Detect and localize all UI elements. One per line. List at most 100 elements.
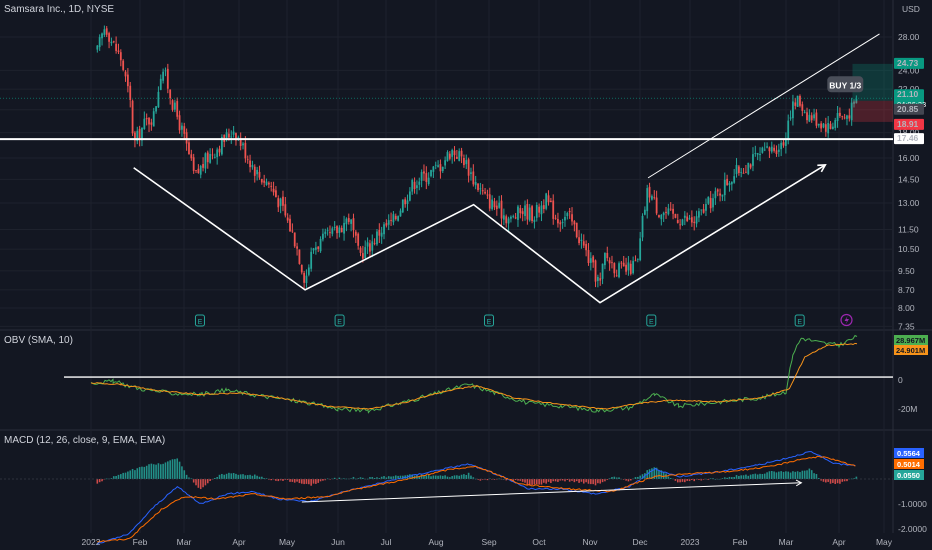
candle: [829, 123, 832, 129]
candle: [152, 111, 155, 127]
y-tick-label: 11.50: [898, 224, 919, 234]
candle: [413, 181, 416, 190]
macd-histogram-bar: [839, 479, 841, 484]
macd-histogram-bar: [96, 479, 99, 484]
macd-histogram-bar: [152, 464, 155, 479]
price-label-box: [894, 133, 924, 145]
macd-histogram-bar: [463, 474, 465, 479]
macd-histogram-bar: [143, 466, 146, 479]
macd-histogram-bar: [827, 479, 829, 482]
macd-histogram-bar: [484, 479, 486, 480]
macd-histogram-bar: [745, 474, 747, 479]
candle: [688, 218, 691, 220]
macd-histogram-bar: [766, 472, 768, 479]
macd-histogram-bar: [291, 479, 294, 482]
macd-histogram-bar: [686, 479, 688, 481]
macd-histogram-bar: [308, 479, 310, 485]
candle: [366, 242, 369, 247]
candle: [846, 115, 848, 119]
candle: [427, 177, 430, 185]
macd-histogram-bar: [752, 474, 754, 479]
macd-histogram-bar: [383, 476, 385, 479]
macd-histogram-bar: [738, 475, 740, 479]
macd-histogram-bar: [594, 479, 597, 486]
candle: [124, 71, 127, 77]
candle: [507, 218, 510, 224]
candle: [801, 104, 804, 111]
macd-histogram-bar: [134, 470, 136, 479]
candle: [799, 95, 801, 106]
candle: [531, 206, 533, 221]
candle: [855, 99, 858, 104]
earnings-marker: [646, 314, 657, 327]
macd-histogram-bar: [390, 476, 392, 479]
candle: [634, 260, 637, 262]
candle: [488, 194, 491, 209]
macd-histogram-bar: [246, 475, 249, 479]
candle: [185, 132, 188, 144]
macd-histogram-bar: [115, 476, 117, 479]
main-pane: BUY 1/3 E E E E E: [0, 25, 893, 327]
macd-histogram-bar: [853, 478, 855, 479]
candle: [618, 263, 620, 278]
candle: [632, 260, 635, 274]
candle: [636, 258, 639, 260]
macd-histogram-bar: [460, 474, 463, 479]
macd-histogram-bar: [317, 479, 320, 483]
candle: [343, 222, 345, 234]
candle: [282, 196, 284, 206]
candle: [853, 101, 855, 104]
candle: [766, 146, 768, 148]
candle: [98, 37, 101, 48]
macd-histogram-bar: [275, 479, 277, 481]
candle: [841, 116, 844, 118]
macd-histogram-bar: [192, 479, 195, 483]
macd-histogram-bar: [159, 464, 162, 479]
candle: [679, 224, 682, 226]
macd-histogram-bar: [778, 471, 780, 479]
candle: [648, 186, 651, 198]
macd-histogram-bar: [733, 476, 735, 479]
macd-histogram-bar: [298, 479, 301, 484]
macd-histogram-bar: [627, 479, 630, 482]
candle: [134, 132, 136, 141]
candle: [188, 142, 190, 155]
macd-histogram-bar: [357, 478, 359, 479]
candle: [592, 256, 595, 263]
macd-histogram-bar: [761, 474, 764, 479]
macd-histogram-bar: [338, 477, 341, 479]
candle: [126, 74, 129, 87]
macd-histogram-bar: [230, 473, 233, 479]
candle: [747, 162, 750, 174]
candle: [458, 151, 461, 161]
candle: [115, 43, 118, 51]
macd-histogram-bar: [112, 476, 115, 479]
macd-histogram-bar: [277, 479, 280, 482]
macd-histogram-bar: [479, 479, 482, 481]
y-tick-label: 16.00: [898, 153, 920, 163]
candle: [270, 185, 273, 187]
candle: [552, 200, 555, 219]
macd-histogram-bar: [486, 479, 489, 481]
macd-histogram-bar: [451, 476, 453, 479]
candle: [822, 123, 825, 128]
candle: [646, 188, 649, 212]
candle: [493, 201, 496, 208]
macd-histogram-bar: [467, 472, 470, 479]
candle: [517, 206, 519, 220]
macd-histogram-bar: [378, 478, 381, 479]
obv-line: [90, 334, 858, 414]
macd-value-box: [894, 459, 924, 469]
candle: [794, 102, 797, 106]
candle: [169, 89, 172, 99]
macd-histogram-bar: [841, 479, 844, 482]
candle: [338, 227, 341, 233]
candle: [336, 226, 338, 234]
candle: [719, 193, 721, 196]
macd-histogram-bar: [253, 474, 256, 479]
macd-histogram-bar: [373, 478, 376, 479]
y-tick-label: 14.50: [898, 174, 920, 184]
w-pattern-line: [133, 164, 826, 304]
macd-histogram-bar: [822, 479, 825, 482]
